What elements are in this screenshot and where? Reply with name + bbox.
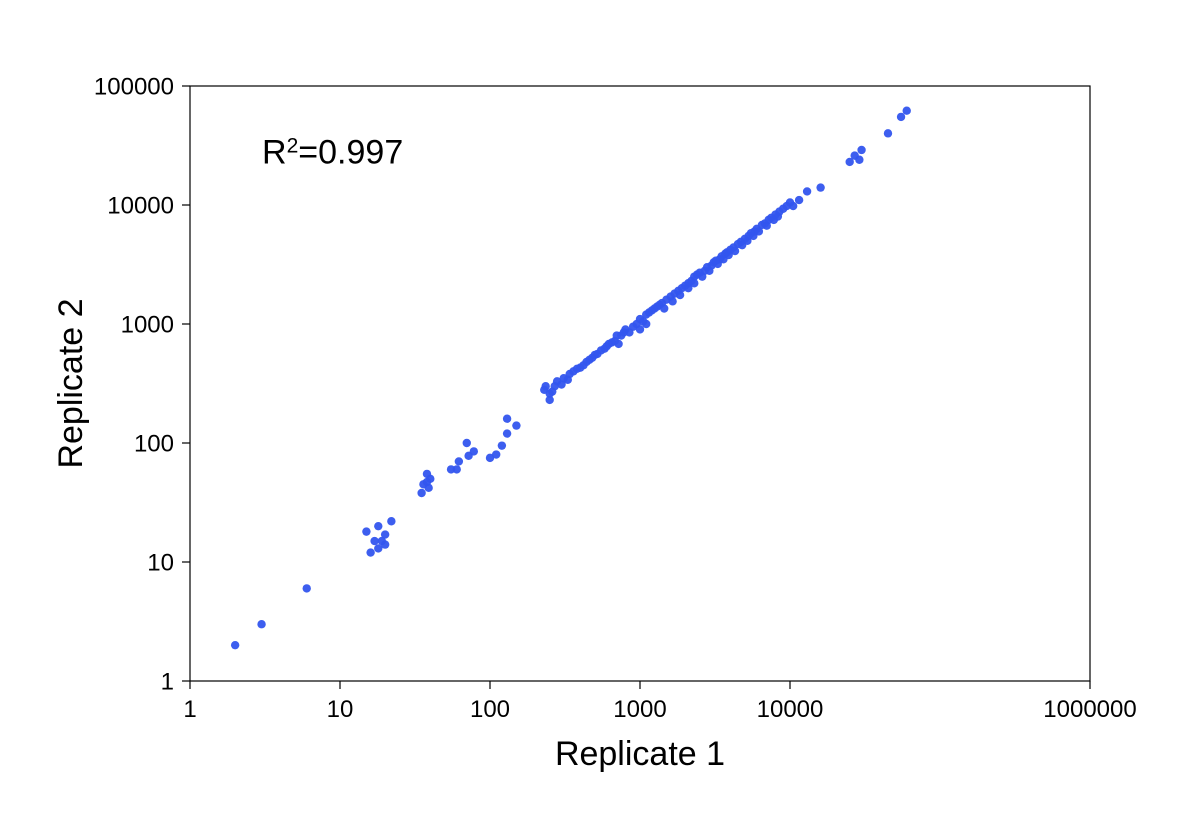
x-tick-label: 1 [183, 696, 196, 723]
r-squared-annotation: R2=0.997 [262, 133, 403, 171]
y-tick-label: 1000 [121, 311, 174, 338]
scatter-point [816, 183, 824, 191]
scatter-point [795, 196, 803, 204]
scatter-point [541, 382, 549, 390]
x-tick-label: 1000 [613, 696, 666, 723]
scatter-point [387, 517, 395, 525]
scatter-chart: 1 10 100 1000 10000 1000000 1 10 100 1000 10000 100… [0, 0, 1200, 831]
scatter-point [884, 129, 892, 137]
scatter-point [374, 522, 382, 530]
scatter-point [897, 113, 905, 121]
scatter-point [855, 156, 863, 164]
scatter-point [512, 421, 520, 429]
x-tick-label: 10000 [757, 696, 824, 723]
scatter-point [857, 146, 865, 154]
scatter-point [903, 107, 911, 115]
scatter-point [660, 304, 668, 312]
scatter-point [366, 548, 374, 556]
x-tick-label: 10 [327, 696, 354, 723]
scatter-point [614, 340, 622, 348]
scatter-point [381, 530, 389, 538]
scatter-point [470, 447, 478, 455]
scatter-point [503, 415, 511, 423]
x-axis-label: Replicate 1 [555, 735, 725, 773]
scatter-point [668, 297, 676, 305]
x-tick-label: 1000000 [1043, 696, 1136, 723]
y-tick-label: 10 [147, 549, 174, 576]
y-tick-label: 100000 [94, 73, 174, 100]
scatter-point [381, 540, 389, 548]
scatter-point [803, 187, 811, 195]
scatter-point [370, 537, 378, 545]
scatter-point [423, 470, 431, 478]
y-tick-label: 1 [161, 668, 174, 695]
scatter-point [463, 439, 471, 447]
scatter-point [498, 441, 506, 449]
chart-svg: 1 10 100 1000 10000 1000000 1 10 100 1000 10000 100… [0, 0, 1200, 831]
scatter-point [789, 202, 797, 210]
scatter-point [642, 320, 650, 328]
scatter-point [492, 450, 500, 458]
scatter-point [362, 527, 370, 535]
scatter-point [257, 620, 265, 628]
scatter-point [231, 641, 239, 649]
scatter-point [503, 429, 511, 437]
y-tick-label: 100 [134, 430, 174, 457]
scatter-point [455, 457, 463, 465]
x-tick-label: 100 [470, 696, 510, 723]
scatter-point [303, 584, 311, 592]
scatter-point [424, 484, 432, 492]
y-tick-label: 10000 [107, 192, 174, 219]
scatter-point [453, 465, 461, 473]
y-axis-label: Replicate 2 [52, 298, 90, 468]
scatter-point [417, 489, 425, 497]
